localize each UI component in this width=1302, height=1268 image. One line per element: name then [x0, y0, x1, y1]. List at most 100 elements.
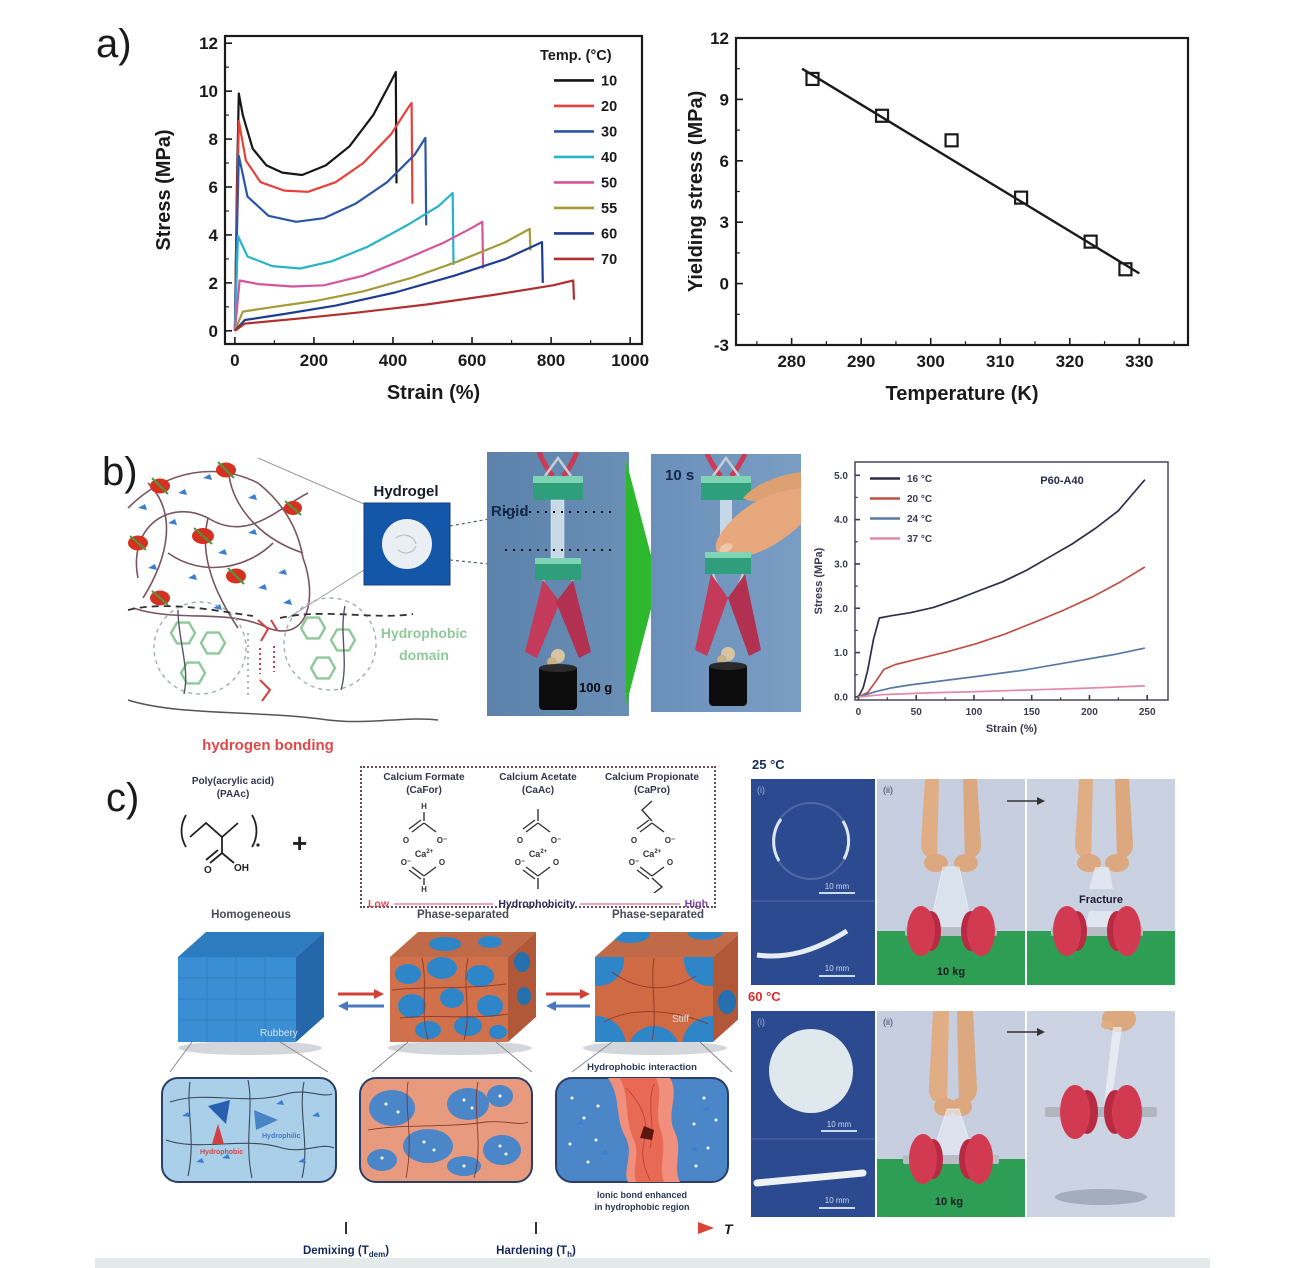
equilibrium-arrows-1	[338, 989, 384, 1011]
svg-text:20 °C: 20 °C	[907, 494, 932, 505]
hydrogen-bonding-label: hydrogen bonding	[202, 737, 334, 754]
ring-highlight	[772, 818, 783, 862]
panel-b-label: b)	[102, 450, 138, 494]
marker-ii: (ii)	[883, 1017, 893, 1027]
atom-o: O	[553, 858, 559, 867]
svg-text:2: 2	[209, 274, 218, 293]
svg-text:40: 40	[601, 150, 617, 166]
arms	[921, 779, 981, 859]
t-axis-label: T	[724, 1221, 734, 1237]
atom-h: H	[421, 802, 427, 811]
yielding-stress-chart: 280 290 300 310 320 330 -3 0 3 6 9 12 Temperature (K…	[688, 8, 1258, 408]
salt-name: Calcium Acetate	[499, 772, 577, 783]
hands	[1077, 854, 1129, 872]
binder-clip-top	[701, 476, 751, 500]
phase-cubes-diagram: Homogeneous Phase-separated Phase-separa…	[169, 909, 738, 1073]
marker-i: (i)	[757, 785, 765, 795]
photo-60c-lifted	[1027, 1011, 1175, 1217]
cube-title-phase-separated-1: Phase-separated	[417, 909, 509, 921]
svg-text:Stress (MPa): Stress (MPa)	[813, 547, 825, 614]
svg-text:400: 400	[379, 351, 407, 370]
temperature-axis: T Demixing (Tdem) Hardening (Th)	[168, 1221, 734, 1259]
weight-100g	[709, 662, 747, 706]
scale-line	[580, 903, 680, 905]
hands	[924, 854, 978, 872]
svg-text:200: 200	[300, 351, 328, 370]
atom-o: O	[204, 865, 212, 876]
svg-text:320: 320	[1056, 352, 1084, 371]
atom-o-minus: O⁻	[551, 836, 561, 845]
svg-text:50: 50	[601, 176, 617, 192]
hydrophobic-domain-label-2: domain	[399, 647, 449, 663]
atom-o: O	[403, 836, 409, 845]
svg-text:12: 12	[710, 29, 729, 48]
magnifier-lines	[169, 1041, 733, 1073]
svg-text:-3: -3	[714, 336, 729, 355]
cafor-structure: H O O⁻ Ca2+ O⁻ O H	[401, 802, 447, 894]
photo-soft-gel: 10 s	[651, 454, 801, 712]
hydrophobic-domain-circles	[153, 597, 377, 695]
surfactant-motif	[208, 1100, 230, 1144]
salt-caac: Calcium Acetate (CaAc) O O⁻ Ca2+ O⁻	[482, 772, 594, 898]
svg-text:4: 4	[209, 226, 219, 245]
cube-inner-rubbery: Rubbery	[260, 1028, 298, 1039]
svg-text:0: 0	[720, 275, 729, 294]
chart-b-svg: 0 50 100 150 200 250 0.0 1.0 2.0 3.0 4.0 5.0 Strain …	[813, 461, 1169, 735]
salt-abbr: (CaFor)	[406, 784, 442, 796]
salt-name: Calcium Formate	[383, 772, 465, 783]
arrow-right-icon	[1007, 797, 1045, 805]
ca-ion: Ca2+	[643, 849, 662, 859]
atom-o-minus: O⁻	[629, 858, 639, 867]
scale-bar-label: 10 mm	[827, 1120, 852, 1129]
paac-name: Poly(acrylic acid)	[191, 776, 275, 787]
opaque-gel-strip	[753, 1169, 867, 1187]
red-ribbon-top	[536, 452, 580, 478]
paac-structure: O OH	[180, 814, 260, 876]
hydrogel-network-schematic: Hydrogel	[127, 457, 529, 754]
marker-ii: (ii)	[883, 785, 893, 795]
gel-strip	[1104, 1027, 1122, 1105]
temp-25-label: 25 °C	[752, 757, 785, 772]
equilibrium-arrows-2	[546, 989, 590, 1011]
arms	[929, 1011, 977, 1105]
red-ribbon-bottom	[525, 580, 591, 658]
svg-text:330: 330	[1125, 352, 1153, 371]
calcium-salts-box: Calcium Formate (CaFor) H O O⁻ Ca2+	[360, 766, 716, 910]
time-label: 10 s	[665, 467, 694, 484]
hydrophobicity-label: Hydrophobicity	[498, 898, 576, 910]
svg-text:16 °C: 16 °C	[907, 474, 932, 485]
svg-text:50: 50	[911, 707, 923, 718]
arms	[1075, 779, 1133, 859]
svg-text:100: 100	[966, 707, 983, 718]
svg-text:Strain (%): Strain (%)	[986, 723, 1038, 735]
svg-text:37 °C: 37 °C	[907, 534, 932, 545]
hydrophilic-label: Hydrophilic	[262, 1133, 301, 1140]
atom-o-minus: O⁻	[665, 836, 675, 845]
hydrophobic-interaction-label: Hydrophobic interaction	[587, 1062, 697, 1073]
arrowhead-icon	[698, 1222, 714, 1234]
scale-bar-label: 10 mm	[825, 964, 850, 973]
hydrophobic-label: Hydrophobic	[200, 1149, 243, 1156]
svg-text:10: 10	[199, 82, 218, 101]
binder-clip-bottom	[705, 552, 751, 574]
svg-text:0: 0	[856, 707, 862, 718]
svg-text:3: 3	[720, 213, 729, 232]
opaque-gel-disc	[769, 1029, 853, 1113]
green-floor	[877, 1159, 1025, 1217]
marker-i: (i)	[757, 1017, 765, 1027]
temp-60-label: 60 °C	[748, 989, 781, 1004]
svg-text:250: 250	[1139, 707, 1156, 718]
hydrogel-photo-inset	[363, 502, 451, 586]
crosslink-nodes	[128, 461, 302, 606]
svg-text:300: 300	[917, 352, 945, 371]
gauge-marks	[505, 511, 611, 551]
binder-clip-bottom	[535, 558, 581, 580]
photo-rigid-gel: Rigid 100 g	[487, 452, 629, 716]
zoom-phase-separated-1	[359, 1077, 533, 1183]
shadow	[1055, 1189, 1147, 1205]
svg-text:1000: 1000	[611, 351, 649, 370]
svg-text:290: 290	[847, 352, 875, 371]
svg-text:0: 0	[230, 351, 239, 370]
svg-text:600: 600	[458, 351, 486, 370]
atom-o: O	[631, 836, 637, 845]
